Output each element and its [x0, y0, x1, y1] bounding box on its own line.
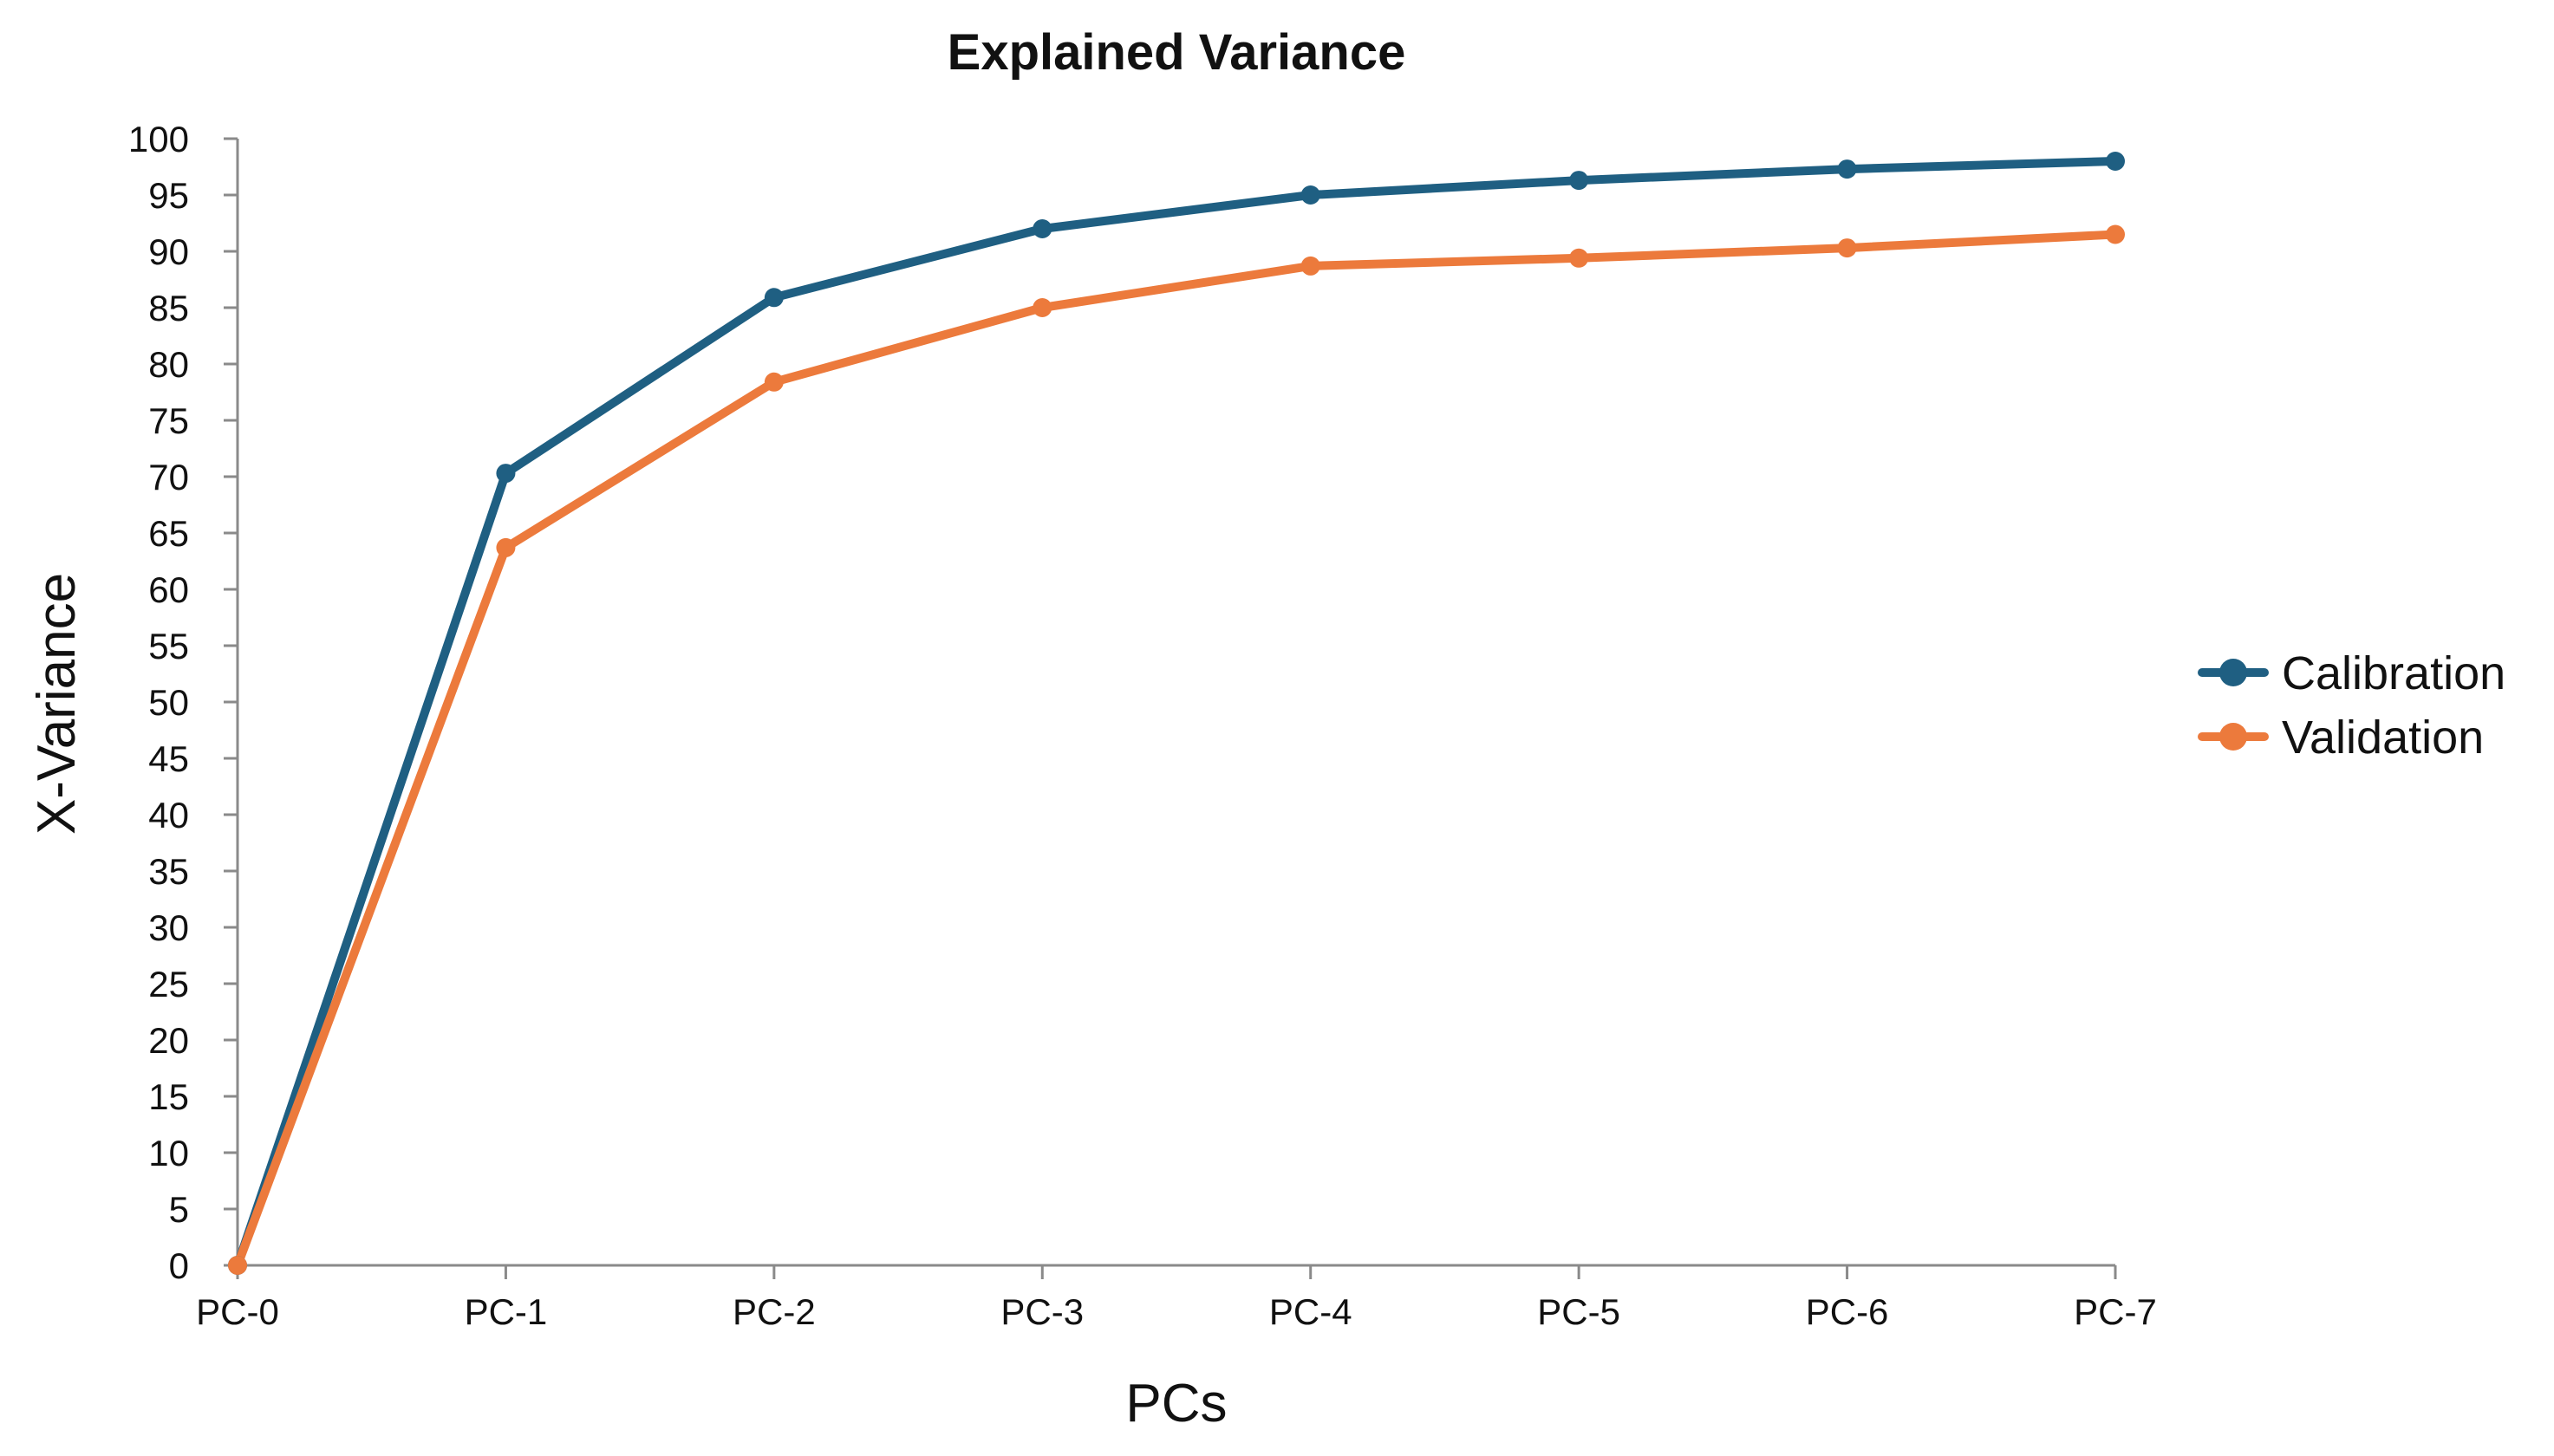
y-axis-ticks: 0 5 10 15 20 25 30 35 40 45 50 55 60 65 70 75 80 85 90 95 10…	[128, 119, 238, 1286]
validation-data-point	[2106, 224, 2125, 244]
y-tick-label: 45	[148, 738, 189, 779]
y-tick-label: 20	[148, 1020, 189, 1061]
x-tick-label: PC-2	[733, 1291, 816, 1332]
y-tick-label: 35	[148, 851, 189, 892]
y-tick-label: 25	[148, 964, 189, 1004]
x-axis-ticks: PC-0 PC-1 PC-2 PC-3 PC-4 PC-5 PC-6 PC-7	[196, 1265, 2157, 1332]
calibration-data-point	[764, 288, 784, 308]
validation-legend-marker	[2219, 723, 2247, 751]
validation-series-line	[233, 230, 2120, 1270]
chart-title: Explained Variance	[948, 24, 1406, 81]
y-tick-label: 95	[148, 175, 189, 216]
x-tick-label: PC-0	[196, 1291, 279, 1332]
y-tick-label: 65	[148, 513, 189, 554]
x-tick-label: PC-6	[1806, 1291, 1889, 1332]
y-tick-label: 90	[148, 231, 189, 272]
calibration-data-point	[496, 464, 516, 484]
y-tick-label: 80	[148, 344, 189, 385]
x-tick-label: PC-7	[2074, 1291, 2157, 1332]
validation-data-point	[1837, 238, 1857, 258]
calibration-series-line	[233, 157, 2120, 1270]
y-tick-label: 40	[148, 795, 189, 835]
y-tick-label: 10	[148, 1133, 189, 1173]
y-tick-label: 85	[148, 288, 189, 328]
calibration-data-point	[1569, 171, 1589, 191]
y-tick-label: 60	[148, 569, 189, 610]
y-tick-label: 50	[148, 682, 189, 723]
y-tick-label: 0	[169, 1245, 189, 1286]
y-tick-label: 100	[128, 119, 189, 159]
validation-legend-label: Validation	[2282, 712, 2484, 764]
calibration-data-point	[1033, 219, 1052, 238]
validation-data-point	[1300, 256, 1320, 276]
validation-data-point	[1033, 298, 1052, 317]
y-tick-label: 15	[148, 1076, 189, 1117]
legend: Calibration Validation	[2198, 647, 2505, 764]
x-tick-label: PC-5	[1537, 1291, 1620, 1332]
validation-data-point	[496, 537, 516, 557]
validation-data-point	[228, 1256, 247, 1275]
calibration-data-point	[1837, 159, 1857, 179]
validation-data-point	[1569, 248, 1589, 268]
x-tick-label: PC-1	[465, 1291, 548, 1332]
y-tick-label: 30	[148, 907, 189, 948]
x-axis-title: PCs	[1125, 1374, 1227, 1433]
calibration-legend-label: Calibration	[2282, 647, 2505, 699]
x-tick-label: PC-3	[1000, 1291, 1084, 1332]
y-tick-label: 55	[148, 626, 189, 666]
x-tick-label: PC-4	[1269, 1291, 1352, 1332]
calibration-legend-marker	[2219, 659, 2247, 686]
validation-data-point	[764, 372, 784, 392]
y-tick-label: 75	[148, 400, 189, 441]
y-tick-label: 70	[148, 457, 189, 497]
calibration-data-point	[2106, 152, 2125, 171]
series-layer	[228, 152, 2125, 1275]
calibration-data-point	[1300, 185, 1320, 205]
y-tick-label: 5	[169, 1189, 189, 1230]
y-axis-title: X-Variance	[27, 573, 87, 835]
